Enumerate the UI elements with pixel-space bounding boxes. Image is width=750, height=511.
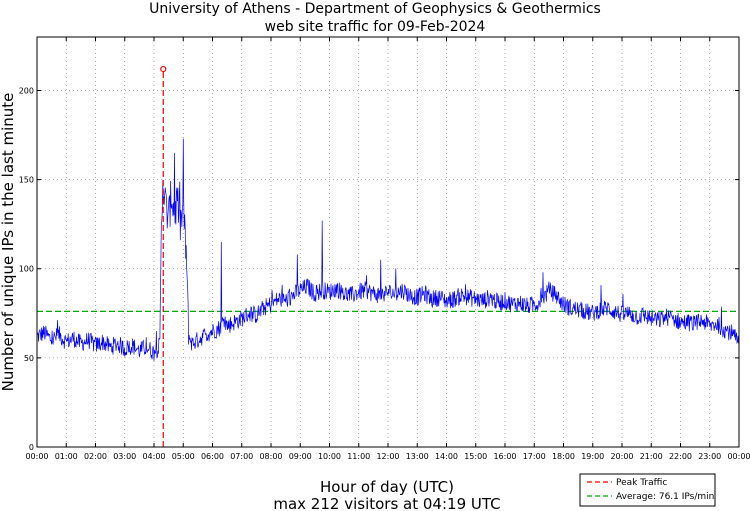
x-tick-label: 19:00 [581, 452, 604, 461]
peak-point [160, 65, 167, 73]
x-tick-label: 06:00 [201, 452, 224, 461]
x-tick-label: 02:00 [84, 452, 107, 461]
x-tick-label: 08:00 [259, 452, 282, 461]
x-tick-label: 01:00 [55, 452, 78, 461]
x-tick-label: 07:00 [230, 452, 253, 461]
traffic-series [36, 138, 740, 361]
max-visitors-label: max 212 visitors at 04:19 UTC [273, 495, 500, 511]
x-tick-label: 04:00 [142, 452, 165, 461]
x-tick-label: 10:00 [318, 452, 341, 461]
x-tick-label: 21:00 [640, 452, 663, 461]
y-tick-label: 200 [19, 86, 34, 95]
y-tick-label: 50 [24, 354, 34, 363]
y-axis-ticks: 0 50 100 150 200 [19, 86, 739, 452]
peak-traffic-marker [160, 65, 167, 447]
legend-peak-label: Peak Traffic [616, 478, 667, 488]
x-tick-label: 22:00 [669, 452, 692, 461]
chart-subtitle: web site traffic for 09-Feb-2024 [265, 19, 486, 35]
x-tick-label: 17:00 [523, 452, 546, 461]
x-tick-label: 23:00 [698, 452, 721, 461]
x-tick-label: 11:00 [347, 452, 370, 461]
x-axis-label: Hour of day (UTC) [320, 478, 454, 496]
x-tick-label: 12:00 [376, 452, 399, 461]
x-tick-label: 03:00 [113, 452, 136, 461]
y-tick-label: 100 [19, 265, 34, 274]
x-tick-label: 09:00 [289, 452, 312, 461]
y-axis-label: Number of unique IPs in the last minute [0, 93, 17, 392]
y-tick-label: 150 [19, 176, 34, 185]
y-tick-label: 0 [29, 443, 34, 452]
x-tick-label: 00:00 [25, 452, 48, 461]
legend-average-label: Average: 76.1 IPs/min [616, 492, 714, 502]
grid-lines [37, 37, 739, 447]
x-tick-label: 14:00 [435, 452, 458, 461]
chart-title: University of Athens - Department of Geo… [149, 1, 601, 17]
traffic-line [36, 138, 740, 361]
x-axis-ticks: 00:00 01:00 02:00 03:00 04:00 05:00 06:00 07:00… [25, 37, 750, 461]
x-tick-label: 18:00 [552, 452, 575, 461]
x-tick-label: 16:00 [493, 452, 516, 461]
x-tick-label: 20:00 [610, 452, 633, 461]
x-tick-label: 13:00 [406, 452, 429, 461]
x-tick-label: 00:00 [727, 452, 750, 461]
legend: Peak Traffic Average: 76.1 IPs/min [579, 473, 716, 507]
x-tick-label: 15:00 [464, 452, 487, 461]
x-tick-label: 05:00 [172, 452, 195, 461]
legend-box [579, 473, 716, 507]
